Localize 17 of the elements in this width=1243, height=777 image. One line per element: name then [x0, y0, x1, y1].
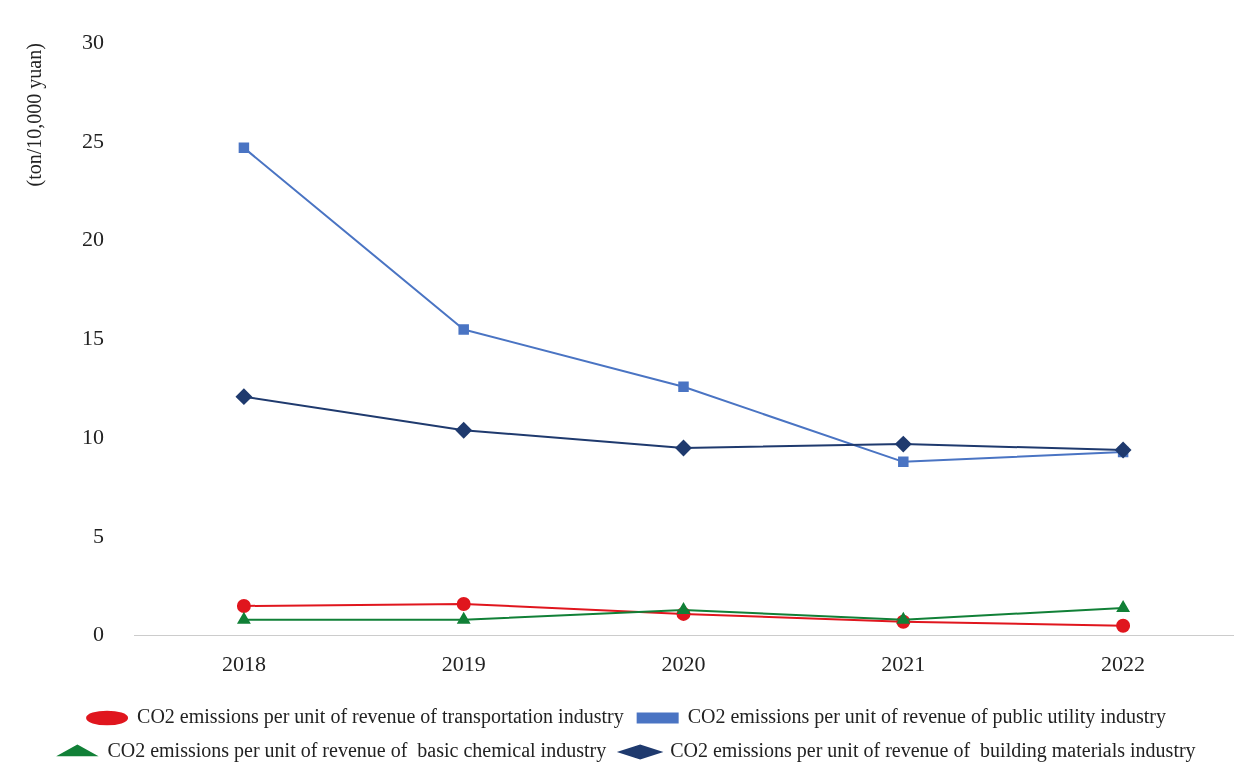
legend-label: CO2 emissions per unit of revenue of transportation industry [137, 705, 624, 729]
x-tick-label: 2019 [441, 650, 486, 676]
x-tick-label: 2022 [1101, 650, 1146, 676]
x-tick-label: 2021 [881, 650, 926, 676]
y-tick-label: 0 [93, 621, 104, 647]
y-tick-label: 30 [82, 28, 104, 54]
y-tick-label: 5 [93, 522, 104, 548]
x-tick-label: 2020 [661, 650, 706, 676]
y-tick-label: 15 [82, 325, 104, 351]
y-tick-label: 25 [82, 127, 104, 153]
y-axis-title: (ton/10,000 yuan) [23, 43, 47, 187]
legend-label: CO2 emissions per unit of revenue of building materials industry [670, 739, 1196, 763]
y-tick-label: 10 [82, 423, 104, 449]
legend-label: CO2 emissions per unit of revenue of public utility industry [687, 705, 1166, 729]
y-tick-label: 20 [82, 226, 104, 252]
legend-label: CO2 emissions per unit of revenue of basic chemical industry [107, 739, 607, 763]
x-tick-label: 2018 [221, 650, 266, 676]
